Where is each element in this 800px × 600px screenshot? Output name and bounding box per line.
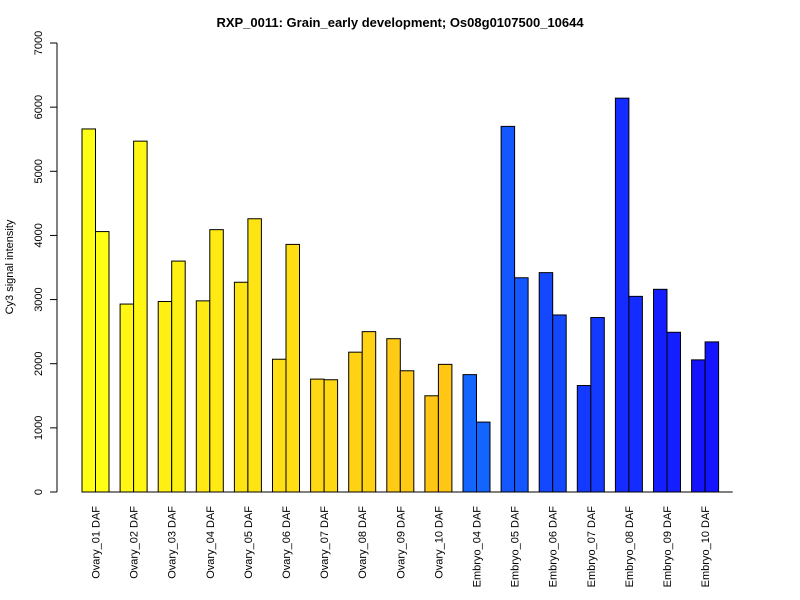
x-tick-labels: Ovary_01 DAF Ovary_02 DAF Ovary_03 DAF Ovar… xyxy=(91,506,713,588)
bar-embryo-04-daf-2 xyxy=(476,421,491,493)
y-tick-label: 7000 xyxy=(33,31,45,55)
bar-embryo-05-daf-2 xyxy=(514,277,529,493)
x-tick-label: Embryo_06 DAF xyxy=(548,506,560,588)
bar-ovary-08-daf-1 xyxy=(348,351,363,493)
x-tick-label: Embryo_10 DAF xyxy=(700,506,712,588)
x-tick-label: Embryo_09 DAF xyxy=(662,506,674,588)
y-tick-label: 0 xyxy=(33,489,45,495)
x-tick-label: Ovary_10 DAF xyxy=(433,506,445,579)
bar-ovary-07-daf-2 xyxy=(323,379,339,493)
bar-embryo-06-daf-2 xyxy=(552,314,567,493)
bar-ovary-02-daf-1 xyxy=(119,303,135,493)
bar-ovary-04-daf-2 xyxy=(209,229,224,493)
bar-ovary-09-daf-2 xyxy=(399,370,415,493)
y-tick-label: 2000 xyxy=(33,351,45,375)
bar-ovary-08-daf-2 xyxy=(361,331,377,493)
y-tick-label: 1000 xyxy=(33,416,45,440)
bar-embryo-05-daf-1 xyxy=(500,125,516,493)
x-tick-label: Ovary_07 DAF xyxy=(319,506,331,579)
bar-embryo-08-daf-1 xyxy=(614,97,630,493)
bars-group xyxy=(81,97,720,493)
bar-ovary-04-daf-1 xyxy=(195,300,211,493)
x-tick-label: Ovary_03 DAF xyxy=(167,506,179,579)
bar-embryo-08-daf-2 xyxy=(628,295,643,493)
bar-embryo-06-daf-1 xyxy=(538,272,554,493)
bar-embryo-07-daf-1 xyxy=(576,385,592,493)
bar-ovary-09-daf-1 xyxy=(386,338,401,493)
bar-embryo-09-daf-2 xyxy=(666,331,681,493)
bar-embryo-07-daf-2 xyxy=(590,317,605,493)
bar-ovary-10-daf-1 xyxy=(424,395,439,493)
bar-ovary-02-daf-2 xyxy=(133,140,148,493)
bar-ovary-01-daf-2 xyxy=(95,231,110,493)
x-tick-label: Ovary_08 DAF xyxy=(357,506,369,579)
x-tick-label: Embryo_08 DAF xyxy=(624,506,636,588)
y-axis: 0 1000 2000 3000 4000 5000 6000 7000 xyxy=(33,31,58,495)
x-tick-label: Embryo_05 DAF xyxy=(510,506,522,588)
y-tick-label: 5000 xyxy=(33,159,45,183)
chart-title: RXP_0011: Grain_early development; Os08g… xyxy=(216,15,584,30)
x-tick-label: Embryo_07 DAF xyxy=(586,506,598,588)
y-tick-label: 4000 xyxy=(33,223,45,247)
y-tick-label: 3000 xyxy=(33,287,45,311)
bar-embryo-10-daf-2 xyxy=(704,341,720,493)
x-tick-label: Embryo_04 DAF xyxy=(472,506,484,588)
bar-embryo-09-daf-1 xyxy=(653,288,668,493)
x-tick-label: Ovary_02 DAF xyxy=(129,506,141,579)
bar-ovary-03-daf-1 xyxy=(157,300,173,493)
x-tick-label: Ovary_09 DAF xyxy=(395,506,407,579)
bar-ovary-10-daf-2 xyxy=(437,363,453,493)
bar-embryo-04-daf-1 xyxy=(462,374,477,493)
bar-ovary-07-daf-1 xyxy=(310,378,325,493)
x-tick-label: Ovary_05 DAF xyxy=(243,506,255,579)
bar-embryo-10-daf-1 xyxy=(691,359,706,493)
x-tick-label: Ovary_01 DAF xyxy=(91,506,103,579)
y-axis-label: Cy3 signal intensity xyxy=(4,219,16,314)
bar-ovary-03-daf-2 xyxy=(171,260,186,493)
x-tick-label: Ovary_06 DAF xyxy=(281,506,293,579)
bar-ovary-05-daf-2 xyxy=(247,218,262,493)
bar-ovary-05-daf-1 xyxy=(233,281,249,493)
y-tick-label: 6000 xyxy=(33,95,45,119)
x-tick-label: Ovary_04 DAF xyxy=(205,506,217,579)
bar-ovary-01-daf-1 xyxy=(81,128,96,493)
bar-ovary-06-daf-1 xyxy=(272,358,287,493)
bar-ovary-06-daf-2 xyxy=(285,243,300,493)
